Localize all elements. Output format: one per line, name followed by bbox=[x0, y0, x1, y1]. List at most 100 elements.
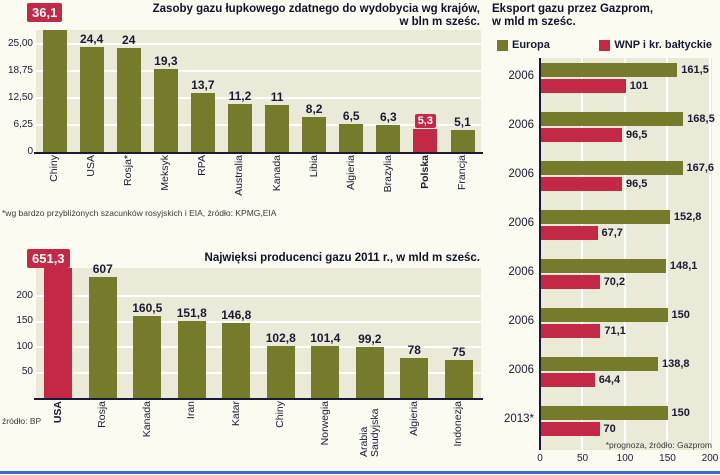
bar-value: 8,2 bbox=[305, 101, 323, 116]
producers-title: Najwięksi producenci gazu 2011 r., w mld… bbox=[204, 252, 480, 264]
bar-Rosja* bbox=[116, 48, 141, 152]
category-USA: USA bbox=[73, 155, 110, 211]
bar-Meksyk bbox=[153, 68, 178, 152]
y-tick: 0 bbox=[27, 146, 33, 157]
europa-swatch-icon bbox=[497, 39, 508, 51]
bar-Polska bbox=[413, 129, 438, 152]
bar-value: 24 bbox=[122, 33, 136, 48]
bar-Katar bbox=[222, 323, 251, 398]
category-Chiny: Chiny bbox=[259, 401, 304, 457]
gridline-h bbox=[36, 43, 481, 45]
gazprom-title-line1: Eksport gazu przez Gazprom, bbox=[492, 3, 654, 15]
gridline-h bbox=[36, 70, 481, 72]
category-RPA: RPA bbox=[184, 155, 221, 211]
year-label: 2006 bbox=[508, 315, 534, 327]
category-label: Indonezja bbox=[452, 401, 465, 447]
bar-value: 160,5 bbox=[132, 301, 163, 316]
bar-value: 607 bbox=[92, 261, 113, 276]
producers-plot: 607 160,5 151,8 146,8 102,8 101,4 99,2 78 75 bbox=[36, 263, 481, 398]
europa-bar-2006 bbox=[540, 259, 666, 273]
europa-bar-2006 bbox=[540, 357, 658, 371]
year-label: 2006 bbox=[508, 217, 534, 229]
wnp-bar-2006 bbox=[540, 128, 622, 142]
category-Rosja*: Rosja* bbox=[110, 155, 147, 211]
year-label: 2013* bbox=[503, 413, 534, 425]
category-Kanada: Kanada bbox=[259, 155, 296, 211]
bar-value: 11,2 bbox=[228, 88, 252, 103]
bar-value: 146,8 bbox=[221, 308, 252, 323]
legend-item-wnp: WNP i kr. bałtyckie bbox=[599, 39, 712, 51]
category-label: Brazylia bbox=[381, 155, 394, 193]
wnp-swatch-icon bbox=[599, 39, 611, 51]
bar-value: 13,7 bbox=[191, 77, 215, 92]
x-tick: 100 bbox=[616, 453, 634, 464]
bar-value: 6,5 bbox=[342, 108, 360, 123]
year-label: 2006 bbox=[508, 364, 534, 376]
legend-label-europa: Europa bbox=[512, 39, 550, 51]
wnp-value: 101 bbox=[629, 80, 649, 92]
highlight-value-badge: 5,3 bbox=[414, 114, 436, 129]
category-Australia: Australia bbox=[221, 155, 258, 211]
gridline-v bbox=[624, 58, 626, 450]
europa-bar-2006 bbox=[540, 161, 683, 175]
shale-title-line1: Zasoby gazu łupkowego zdatnego do wydoby… bbox=[152, 3, 480, 15]
gazprom-footnote: *prognoza, źródło: Gazprom bbox=[605, 440, 712, 450]
gridline-h bbox=[36, 320, 481, 323]
gazprom-x-axis: 0 50 100 150 200 bbox=[0, 453, 720, 467]
europa-value: 167,6 bbox=[686, 162, 715, 174]
gridline-h bbox=[36, 97, 481, 99]
europa-value: 138,8 bbox=[662, 358, 690, 370]
shale-top-value-badge: 36,1 bbox=[27, 3, 63, 22]
category-label: Arabia Saudyjska bbox=[357, 408, 381, 457]
category-label: USA bbox=[85, 155, 98, 177]
shale-footnote: *wg bardzo przybliżonych szacunków rosyj… bbox=[2, 208, 277, 218]
x-tick: 200 bbox=[701, 453, 719, 464]
year-label: 2006 bbox=[508, 70, 534, 82]
year-label: 2006 bbox=[508, 266, 534, 278]
europa-bar-2006 bbox=[540, 308, 668, 322]
y-tick: 6,25 bbox=[13, 119, 33, 130]
category-Polska: Polska bbox=[407, 155, 444, 211]
bar-Rosja bbox=[88, 276, 117, 398]
category-label: Katar bbox=[229, 401, 242, 427]
category-label: Norwegia bbox=[318, 401, 331, 446]
wnp-bar-2006 bbox=[540, 226, 598, 240]
wnp-bar-2006 bbox=[540, 324, 601, 338]
wnp-bar-2006 bbox=[540, 177, 622, 191]
wnp-bar-2006 bbox=[540, 79, 626, 93]
bar-Norwegia bbox=[311, 346, 340, 398]
wnp-bar-2013* bbox=[540, 422, 600, 436]
bar-value: 6,3 bbox=[380, 109, 397, 124]
category-Algieria: Algieria bbox=[392, 401, 437, 457]
bar-Algieria bbox=[400, 358, 429, 398]
bar-USA bbox=[44, 268, 73, 398]
gazprom-title-line2: w mld m sześc. bbox=[492, 16, 576, 28]
x-tick: 150 bbox=[659, 453, 676, 464]
bar-value: 102,8 bbox=[265, 330, 296, 345]
gridline-v bbox=[581, 58, 583, 450]
europa-value: 168,5 bbox=[687, 113, 715, 125]
bar-Libia bbox=[302, 116, 327, 152]
gridline-h bbox=[36, 346, 481, 348]
bar-value: 11 bbox=[270, 89, 284, 104]
bar-value: 5,1 bbox=[454, 115, 471, 129]
wnp-value: 70,2 bbox=[603, 276, 626, 288]
bar-value: 24,4 bbox=[79, 31, 104, 46]
category-Iran: Iran bbox=[170, 401, 215, 457]
y-tick: 50 bbox=[21, 366, 33, 377]
category-label: USA bbox=[51, 401, 64, 424]
category-Brazylia: Brazylia bbox=[370, 155, 407, 211]
category-label: Meksyk bbox=[159, 155, 172, 191]
y-tick: 200 bbox=[16, 290, 33, 301]
x-tick: 0 bbox=[537, 453, 543, 464]
category-label: Chiny bbox=[274, 401, 287, 428]
europa-value: 161,5 bbox=[681, 64, 709, 76]
gazprom-zero-axis bbox=[539, 58, 541, 450]
shale-plot: 24,4 24 19,3 13,7 11,2 11 8,2 6,5 6,3 5,3 5,1 bbox=[36, 30, 481, 152]
category-Libia: Libia bbox=[296, 155, 333, 211]
bar-value: 75 bbox=[452, 344, 466, 359]
europa-value: 150 bbox=[671, 309, 690, 321]
gridline-h bbox=[36, 371, 481, 374]
wnp-value: 96,5 bbox=[626, 178, 648, 190]
